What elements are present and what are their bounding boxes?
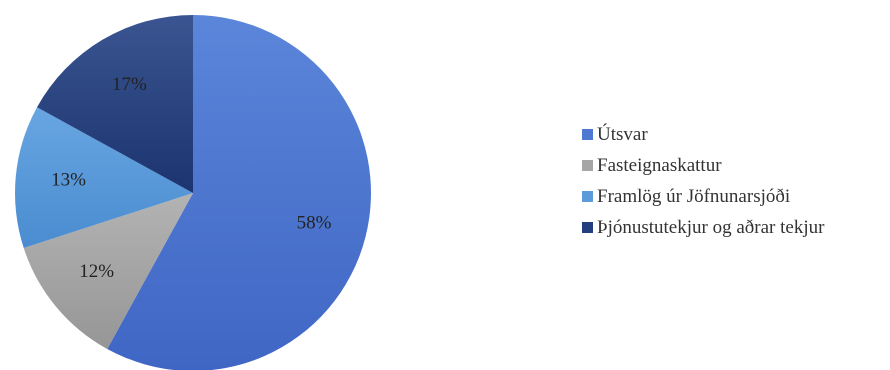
pie-slice-3 [37,15,193,193]
pie-slice-0 [107,15,371,370]
data-label-0: 58% [297,212,332,233]
pie-data-labels: 58% 12% 13% 17% [51,74,332,282]
legend-label: Fasteignaskattur [597,154,722,176]
data-label-1: 12% [79,261,114,282]
legend: Útsvar Fasteignaskattur Framlög úr Jöfnuna… [582,119,824,243]
legend-item: Útsvar [582,119,824,150]
pie-slice-1 [23,193,193,349]
legend-item: Framlög úr Jöfnunarsjóði [582,181,824,212]
data-label-3: 17% [112,74,147,95]
legend-swatch [582,222,593,233]
legend-swatch [582,129,593,140]
legend-label: Þjónustutekjur og aðrar tekjur [597,216,825,238]
legend-label: Framlög úr Jöfnunarsjóði [597,185,791,207]
pie-slice-2 [15,107,194,249]
legend-swatch [582,160,593,171]
legend-swatch [582,191,593,202]
legend-label: Útsvar [597,123,648,145]
legend-item: Fasteignaskattur [582,150,824,181]
data-label-2: 13% [51,170,86,191]
legend-item: Þjónustutekjur og aðrar tekjur [582,212,824,243]
pie-slices [15,15,371,370]
